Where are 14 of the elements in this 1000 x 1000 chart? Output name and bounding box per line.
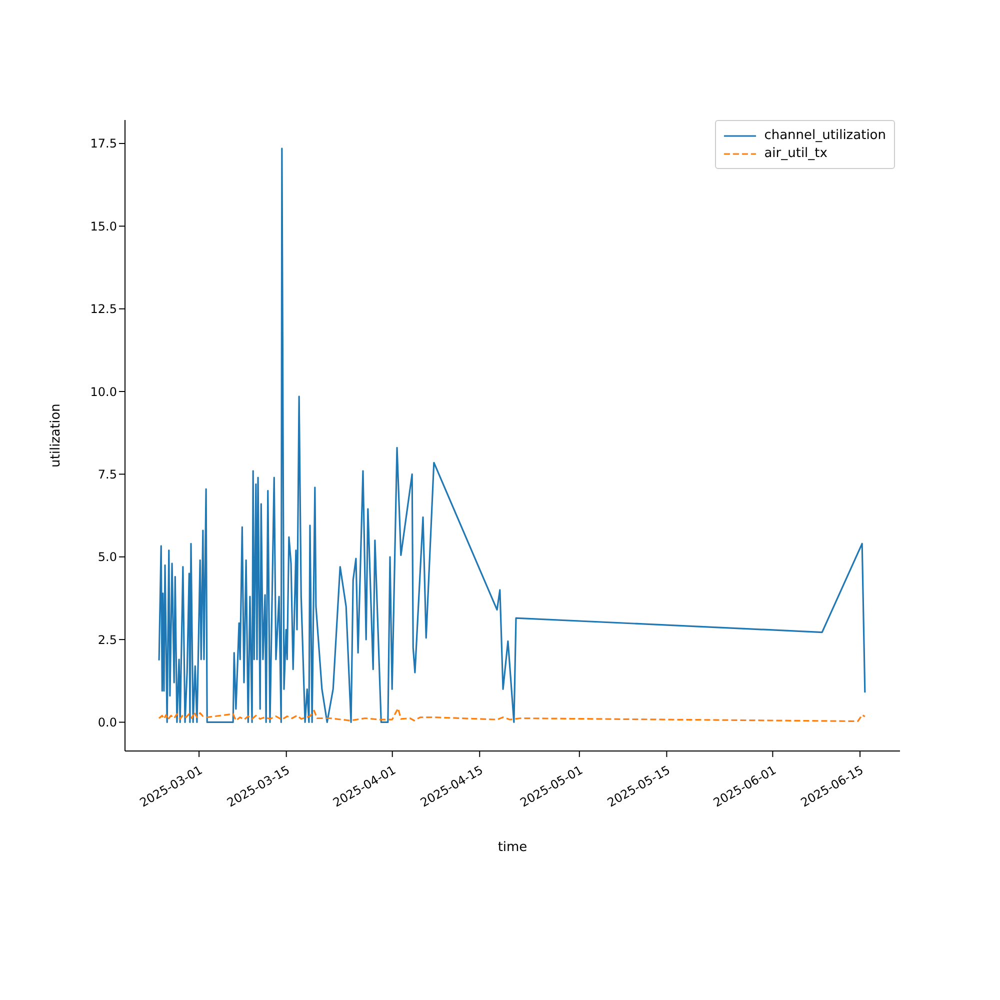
legend-label: air_util_tx [764, 146, 828, 161]
y-tick-label: 5.0 [98, 550, 117, 564]
y-tick-label: 10.0 [90, 384, 117, 399]
legend-label: channel_utilization [764, 128, 886, 143]
y-tick-label: 15.0 [90, 219, 117, 234]
y-tick-label: 0.0 [98, 715, 117, 730]
line-series [158, 708, 866, 722]
y-tick-label: 2.5 [98, 632, 117, 647]
y-tick-label: 7.5 [98, 467, 117, 482]
y-tick-label: 17.5 [90, 136, 117, 151]
x-axis-title: time [498, 840, 528, 855]
line-series [158, 148, 866, 724]
y-axis-title: utilization [48, 404, 64, 468]
y-tick-label: 12.5 [90, 302, 117, 316]
